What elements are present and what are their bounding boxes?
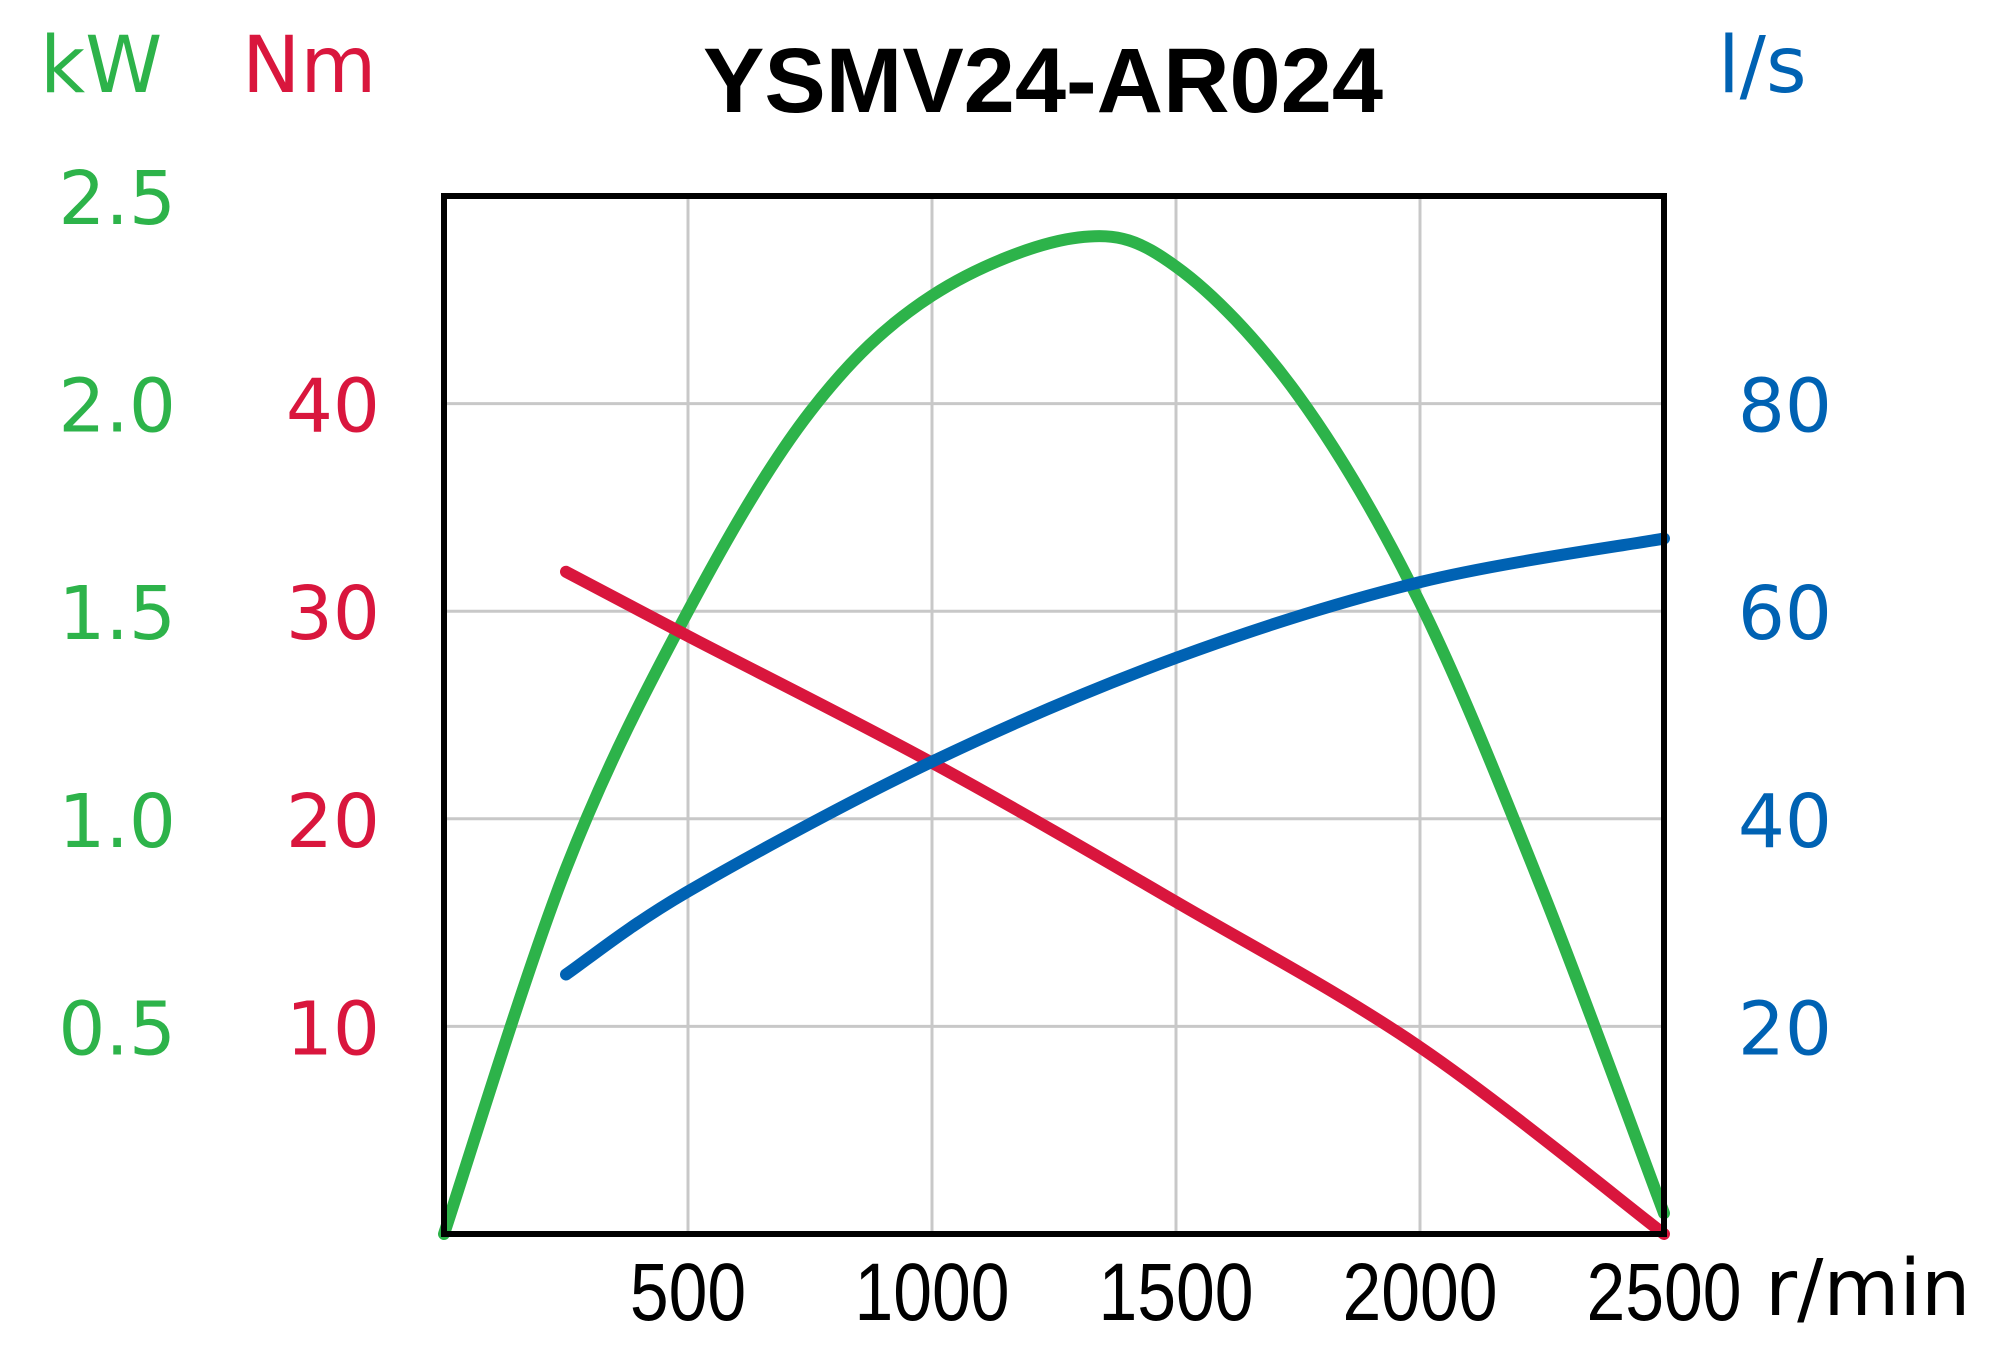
flow-tick-label: 20	[1738, 986, 1832, 1072]
flow-tick-label: 40	[1738, 779, 1832, 865]
torque-axis-unit: Nm	[242, 21, 376, 111]
power-tick-label: 0.5	[58, 986, 176, 1072]
torque-tick-label: 20	[286, 779, 380, 865]
x-tick-label: 2000	[1342, 1247, 1497, 1339]
plot-frame	[441, 193, 1667, 1237]
power-curve	[438, 230, 1670, 1240]
power-axis-unit: kW	[40, 21, 162, 111]
power-tick-label: 1.5	[58, 571, 176, 657]
flow-tick-label: 80	[1738, 364, 1832, 450]
x-tick-label: 500	[630, 1247, 746, 1339]
torque-tick-label: 10	[286, 986, 380, 1072]
flow-tick-label: 60	[1738, 571, 1832, 657]
power-tick-label: 2.0	[58, 364, 176, 450]
series-layer	[438, 230, 1670, 1240]
tick-labels: 500 1000 1500 2000 2500 0.5 1.0 1.5 2.0 2.5 10 20 30…	[58, 156, 1832, 1338]
torque-curve	[560, 565, 1670, 1240]
chart-title: YSMV24-AR024	[703, 30, 1383, 132]
flow-curve	[560, 532, 1670, 981]
x-tick-label: 2500	[1586, 1247, 1741, 1339]
grid-lines	[444, 196, 1664, 1234]
power-tick-label: 1.0	[58, 779, 176, 865]
torque-tick-label: 40	[286, 364, 380, 450]
flow-axis-unit: l/s	[1718, 21, 1807, 111]
x-axis-unit: r/min	[1765, 1244, 1970, 1334]
power-tick-label: 2.5	[58, 156, 176, 242]
x-tick-label: 1000	[854, 1247, 1009, 1339]
torque-tick-label: 30	[286, 571, 380, 657]
x-tick-label: 1500	[1098, 1247, 1253, 1339]
